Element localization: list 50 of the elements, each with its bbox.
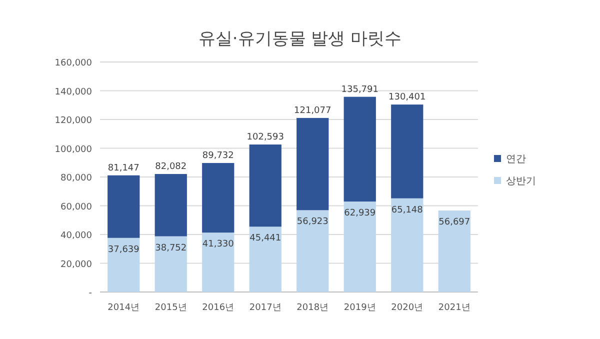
total-label: 81,147: [108, 163, 140, 174]
y-tick-label: 140,000: [54, 87, 92, 98]
y-tick-label: 160,000: [54, 58, 92, 68]
y-tick-label: 20,000: [60, 260, 92, 270]
y-tick-label: 60,000: [60, 202, 92, 212]
total-label: 82,082: [155, 162, 187, 172]
bar: [296, 210, 329, 292]
bar: [249, 226, 282, 292]
bar: [108, 175, 140, 238]
total-label: 135,791: [341, 84, 378, 95]
x-tick-label: 2019년: [344, 303, 376, 313]
bar: [344, 202, 376, 292]
total-label: 130,401: [388, 92, 426, 103]
bar: [344, 96, 376, 202]
total-label: 102,593: [246, 132, 284, 143]
bar: [154, 236, 187, 292]
data-label: 41,330: [202, 240, 234, 250]
data-label: 65,148: [391, 205, 424, 216]
legend-label: 연간: [506, 154, 526, 165]
x-tick-label: 2017년: [249, 303, 282, 313]
x-tick-label: 2018년: [296, 303, 329, 313]
bar: [438, 210, 470, 292]
data-label: 45,441: [250, 234, 282, 244]
bar: [202, 232, 234, 292]
bar: [391, 198, 424, 292]
bar: [249, 144, 282, 227]
x-tick-label: 2016년: [202, 303, 234, 313]
y-tick-label: 40,000: [60, 231, 92, 241]
data-label: 37,639: [108, 244, 140, 255]
y-tick-label: 100,000: [54, 144, 92, 155]
data-label: 56,697: [438, 218, 470, 228]
bar: [296, 118, 329, 210]
data-label: 56,923: [296, 217, 328, 228]
x-tick-label: 2015년: [154, 303, 187, 313]
total-label: 121,077: [294, 106, 332, 116]
legend-label: 상반기: [506, 176, 536, 187]
bar: [391, 104, 424, 198]
y-tick-label: -: [88, 288, 92, 298]
bar: [202, 163, 234, 233]
y-tick-label: 120,000: [54, 116, 92, 126]
chart-title: 유실·유기동물 발생 마릿수: [198, 29, 402, 49]
bar: [108, 238, 140, 292]
data-label: 38,752: [155, 243, 187, 254]
x-tick-label: 2021년: [438, 303, 470, 313]
data-label: 62,939: [344, 208, 376, 219]
y-tick-label: 80,000: [60, 174, 92, 184]
x-tick-label: 2014년: [108, 303, 140, 313]
bar: [154, 174, 187, 236]
total-label: 89,732: [202, 151, 234, 162]
x-tick-label: 2020년: [391, 303, 424, 313]
